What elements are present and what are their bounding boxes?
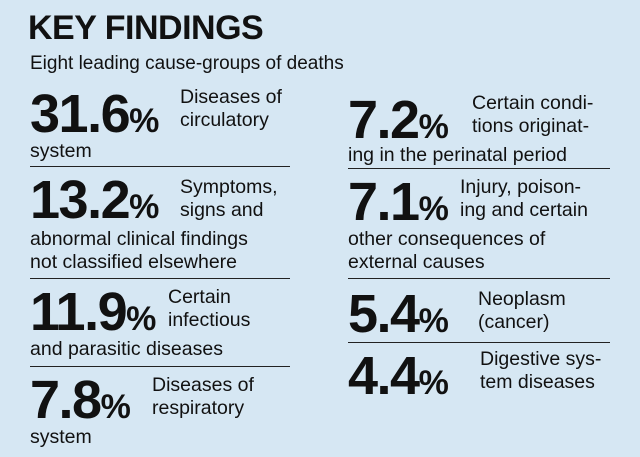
finding-respiratory: 7.8% Diseases of respiratory system — [30, 370, 290, 454]
finding-label-cont: system — [30, 140, 92, 162]
finding-label-cont: abnormal clinical findings not classifie… — [30, 228, 248, 273]
finding-label-cont: and parasitic diseases — [30, 338, 223, 360]
finding-label: Certain infectious — [168, 286, 251, 331]
percent-value: 11.9% — [30, 282, 157, 342]
percent-value: 7.8% — [30, 370, 131, 430]
finding-neoplasm: 5.4% Neoplasm (cancer) — [348, 284, 610, 344]
percent-value: 5.4% — [348, 284, 449, 344]
finding-label: Diseases of respiratory — [152, 374, 254, 419]
finding-label-cont: other consequences of external causes — [348, 228, 546, 273]
page-subtitle: Eight leading cause-groups of deaths — [30, 53, 344, 74]
finding-injury: 7.1% Injury, poison- ing and certain oth… — [348, 172, 610, 279]
finding-circulatory: 31.6% Diseases of circulatory system — [30, 84, 290, 167]
finding-label: Diseases of circulatory — [180, 86, 282, 131]
finding-label-cont: system — [30, 426, 92, 448]
page-title: KEY FINDINGS — [28, 9, 264, 47]
finding-perinatal: 7.2% Certain condi- tions originat- ing … — [348, 90, 610, 169]
finding-digestive: 4.4% Digestive sys- tem diseases — [348, 346, 610, 406]
finding-label: Neoplasm (cancer) — [478, 288, 566, 333]
finding-symptoms: 13.2% Symptoms, signs and abnormal clini… — [30, 170, 290, 279]
percent-value: 31.6% — [30, 84, 160, 144]
finding-label: Symptoms, signs and — [180, 176, 278, 221]
finding-label: Certain condi- tions originat- — [472, 92, 594, 137]
percent-value: 7.2% — [348, 90, 449, 150]
finding-label-cont: ing in the perinatal period — [348, 144, 567, 166]
percent-value: 13.2% — [30, 170, 160, 230]
finding-infectious: 11.9% Certain infectious and parasitic d… — [30, 282, 290, 367]
percent-value: 7.1% — [348, 172, 449, 232]
finding-label: Injury, poison- ing and certain — [460, 176, 588, 221]
percent-value: 4.4% — [348, 346, 449, 406]
finding-label: Digestive sys- tem diseases — [480, 348, 602, 393]
